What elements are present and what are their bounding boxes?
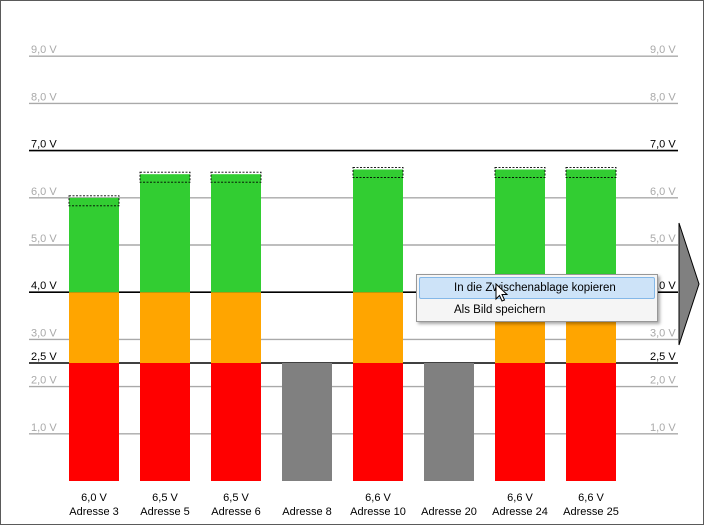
mouse-pointer-icon <box>495 283 509 302</box>
bar-segment-high <box>140 174 190 293</box>
y-tick-label-left: 4,0 V <box>31 280 57 292</box>
bar-segment-low <box>353 363 403 481</box>
bar-category-label: Adresse 5 <box>140 506 190 518</box>
y-tick-label-right: 2,5 V <box>650 351 676 363</box>
bar-segment-high <box>353 169 403 293</box>
bar-value-marker <box>352 167 404 178</box>
bar-segment-high <box>495 169 545 293</box>
bar-category-label: Adresse 25 <box>563 506 619 518</box>
bar-segment-mid <box>69 292 119 363</box>
bar-segment-mid <box>211 292 261 363</box>
bar-value-marker <box>139 171 191 183</box>
bar-segment-high <box>211 174 261 293</box>
bar-segment-mid <box>353 292 403 363</box>
bar-value-label: 6,5 V <box>152 492 178 504</box>
y-tick-label-left: 1,0 V <box>31 422 57 434</box>
y-tick-label-right: 7,0 V <box>650 139 676 151</box>
bar-segment-high <box>69 197 119 293</box>
bar-value-label: 6,6 V <box>507 492 533 504</box>
y-tick-label-right: 6,0 V <box>650 186 676 198</box>
bar-segment-low <box>140 363 190 481</box>
y-tick-label-right: 3,0 V <box>650 327 676 339</box>
y-tick-label-left: 5,0 V <box>31 233 57 245</box>
triangle-right-icon[interactable] <box>678 222 700 346</box>
bar-segment-mid <box>140 292 190 363</box>
menu-item-save-as-image[interactable]: Als Bild speichern <box>454 304 546 316</box>
y-tick-label-right: 8,0 V <box>650 91 676 103</box>
bar-category-label: Adresse 3 <box>69 506 119 518</box>
bar-inactive <box>424 363 474 481</box>
bar-value-label: 6,5 V <box>223 492 249 504</box>
y-tick-label-left: 6,0 V <box>31 186 57 198</box>
bar-value-marker <box>210 171 262 183</box>
bar-category-label: Adresse 6 <box>211 506 261 518</box>
bar-value-label: 6,6 V <box>365 492 391 504</box>
y-tick-label-left: 8,0 V <box>31 91 57 103</box>
y-tick-label-right: 5,0 V <box>650 233 676 245</box>
bar-segment-low <box>69 363 119 481</box>
bar-category-label: Adresse 8 <box>282 506 332 518</box>
bar-value-label: 6,6 V <box>578 492 604 504</box>
y-tick-label-right: 1,0 V <box>650 422 676 434</box>
y-tick-label-left: 9,0 V <box>31 44 57 56</box>
y-tick-label-right: 2,0 V <box>650 375 676 387</box>
y-tick-label-left: 2,5 V <box>31 351 57 363</box>
y-tick-label-left: 7,0 V <box>31 139 57 151</box>
bar-segment-low <box>211 363 261 481</box>
bar-category-label: Adresse 10 <box>350 506 406 518</box>
y-tick-label-right: 9,0 V <box>650 44 676 56</box>
y-tick-label-left: 3,0 V <box>31 327 57 339</box>
bar-value-marker <box>494 167 546 178</box>
context-menu: In die Zwischenablage kopieren Als Bild … <box>416 274 658 322</box>
bar-segment-high <box>566 169 616 293</box>
bar-inactive <box>282 363 332 481</box>
y-tick-label-left: 2,0 V <box>31 375 57 387</box>
bar-segment-low <box>495 363 545 481</box>
bar-value-marker <box>565 167 617 178</box>
bar-category-label: Adresse 24 <box>492 506 548 518</box>
bar-category-label: Adresse 20 <box>421 506 477 518</box>
bar-value-label: 6,0 V <box>81 492 107 504</box>
bar-segment-low <box>566 363 616 481</box>
menu-item-copy-to-clipboard[interactable]: In die Zwischenablage kopieren <box>419 277 655 299</box>
bar-value-marker <box>68 195 120 207</box>
